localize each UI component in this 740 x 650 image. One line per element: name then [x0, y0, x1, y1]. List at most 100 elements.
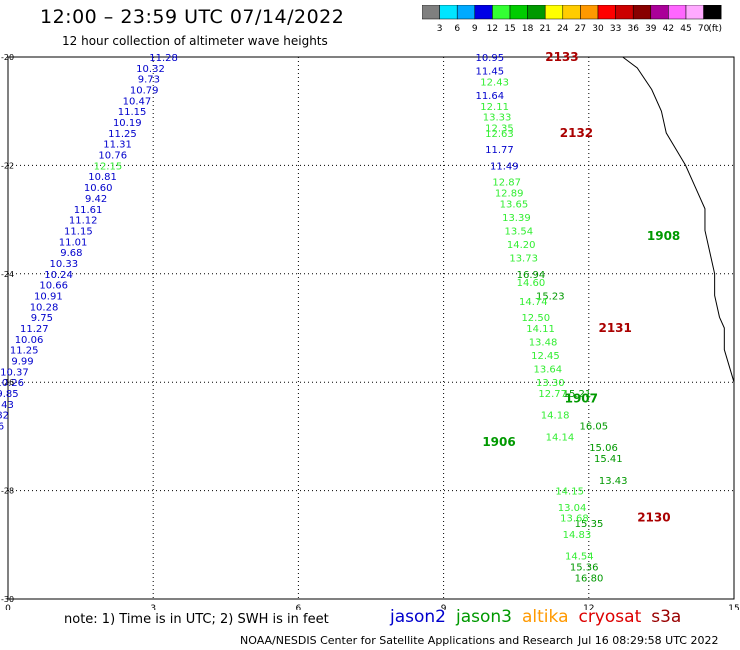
- wave-height-label: 13.54: [504, 226, 533, 237]
- wave-height-label: 13.39: [502, 213, 531, 224]
- wave-height-plot: 0 3 6 9 12 15 -20 -22 -24 -26 -28 -30 11.2810.329.73…: [0, 50, 740, 610]
- wave-height-label: 13.33: [483, 113, 512, 124]
- wave-height-label: 13.64: [534, 365, 563, 376]
- wave-height-label: 11.28: [149, 53, 178, 64]
- wave-height-label: 14.74: [519, 297, 548, 308]
- colorbar-swatch: [703, 5, 722, 20]
- legend-item-s3a: s3a: [651, 607, 682, 627]
- wave-height-label: 10.37: [0, 367, 29, 378]
- wave-height-label: 10.26: [0, 378, 24, 389]
- x-tick-label: 12: [583, 604, 594, 610]
- legend-item-altika: altika: [522, 607, 569, 627]
- wave-height-label: 11.01: [59, 237, 88, 248]
- wave-height-label: 12.45: [531, 351, 560, 362]
- track-number-label: 2133: [545, 50, 578, 64]
- y-tick-label: -26: [1, 378, 14, 387]
- colorbar-label: 70: [698, 24, 710, 34]
- wave-height-label: 10.79: [130, 86, 159, 97]
- track-number-label: 2131: [598, 321, 631, 335]
- wave-height-label: 13.48: [529, 338, 558, 349]
- wave-height-label: 10.81: [88, 172, 117, 183]
- y-tick-label: -30: [1, 595, 14, 604]
- wave-height-label: 14.15: [555, 487, 584, 498]
- wave-height-label: 10.32: [136, 64, 165, 75]
- wave-height-label: 12.35: [485, 123, 514, 134]
- wave-height-label: 14.18: [541, 411, 570, 422]
- colorbar-label: 30: [592, 24, 604, 34]
- wave-height-label: 10.66: [39, 281, 68, 292]
- wave-height-label: 12.15: [94, 161, 123, 172]
- wave-height-label: 12.43: [480, 77, 509, 88]
- wave-height-label: 9.42: [85, 194, 107, 205]
- wave-height-label: 13.68: [560, 514, 589, 525]
- colorbar-label: 21: [539, 24, 550, 34]
- colorbar-label: 33: [610, 24, 621, 34]
- wave-height-label: 10.95: [475, 53, 504, 64]
- wave-height-label: 11.25: [108, 129, 137, 140]
- chart-title: 12:00 – 23:59 UTC 07/14/2022: [40, 6, 345, 28]
- wave-height-label: 11.77: [485, 145, 514, 156]
- colorbar-label: 27: [575, 24, 586, 34]
- wave-height-label: 11.31: [103, 140, 132, 151]
- y-tick-label: -24: [1, 270, 14, 279]
- wave-height-label: 14.83: [563, 530, 592, 541]
- wave-height-label: 11.12: [69, 216, 98, 227]
- y-tick-label: -22: [1, 161, 14, 170]
- y-tick-label: -28: [1, 487, 14, 496]
- wave-height-label: 12.63: [485, 129, 514, 140]
- wave-height-label: 16.94: [517, 270, 546, 281]
- colorbar-label: 42: [663, 24, 674, 34]
- wave-height-label: 11.15: [118, 107, 147, 118]
- wave-height-label: 10.60: [84, 183, 113, 194]
- wave-height-label: 9.68: [60, 248, 82, 259]
- footer-source: NOAA/NESDIS Center for Satellite Applica…: [240, 634, 574, 647]
- colorbar: 3 6 9 12 15 18 21 24 27 30 33 36 39 42 45 70 (ft): [422, 5, 722, 34]
- wave-height-label: 16.80: [575, 573, 604, 584]
- legend-item-jason2: jason2: [390, 607, 446, 627]
- wave-height-label: 15.41: [594, 454, 623, 465]
- wave-height-label: 10.24: [44, 270, 73, 281]
- wave-height-label: 14.60: [517, 278, 546, 289]
- footer-timestamp: Jul 16 08:29:58 UTC 2022: [578, 634, 719, 647]
- x-tick-label: 3: [150, 604, 156, 610]
- colorbar-label: 18: [522, 24, 534, 34]
- note-text: note: 1) Time is in UTC; 2) SWH is in fe…: [64, 612, 329, 627]
- colorbar-label: 12: [487, 24, 498, 34]
- colorbar-label: 9: [472, 24, 478, 34]
- wave-height-label: 9.43: [0, 400, 14, 411]
- wave-height-label: 15.36: [570, 562, 599, 573]
- plot-frame: [7, 56, 735, 600]
- wave-height-label: 12.87: [492, 178, 521, 189]
- wave-height-label: 11.61: [74, 205, 103, 216]
- wave-height-label: 13.43: [599, 476, 628, 487]
- wave-height-label: 12.11: [480, 102, 509, 113]
- coastline: [622, 56, 735, 399]
- wave-height-label: 10.66: [0, 422, 4, 433]
- wave-height-label: 11.64: [475, 91, 504, 102]
- y-tick-label: -20: [1, 53, 14, 62]
- legend-item-jason3: jason3: [456, 607, 512, 627]
- wave-height-label: 10.76: [98, 151, 127, 162]
- wave-height-label: 13.30: [536, 378, 565, 389]
- track-number-label: 2130: [637, 511, 670, 525]
- wave-height-label: 15.21: [563, 389, 592, 400]
- wave-height-label: 12.89: [495, 189, 524, 200]
- colorbar-label: 3: [437, 24, 443, 34]
- chart-subtitle: 12 hour collection of altimeter wave hei…: [62, 34, 328, 48]
- wave-height-label: 10.28: [30, 302, 59, 313]
- legend-item-cryosat: cryosat: [578, 607, 642, 627]
- wave-height-label: 11.15: [64, 226, 93, 237]
- wave-height-label: 13.73: [509, 254, 538, 265]
- wave-height-label: 14.14: [546, 432, 575, 443]
- wave-height-label: 13.65: [500, 199, 529, 210]
- wave-height-label: 11.49: [490, 161, 519, 172]
- track-number-label: 1906: [482, 435, 515, 449]
- wave-height-label: 14.20: [507, 240, 536, 251]
- wave-height-label: 12.50: [521, 313, 550, 324]
- colorbar-label: 36: [627, 24, 639, 34]
- x-tick-label: 9: [441, 604, 447, 610]
- legend: jason2 jason3 altika cryosat s3a: [390, 607, 691, 627]
- wave-height-label: 16.05: [580, 422, 609, 433]
- colorbar-unit: (ft): [708, 24, 722, 34]
- track-number-label: 1908: [647, 229, 680, 243]
